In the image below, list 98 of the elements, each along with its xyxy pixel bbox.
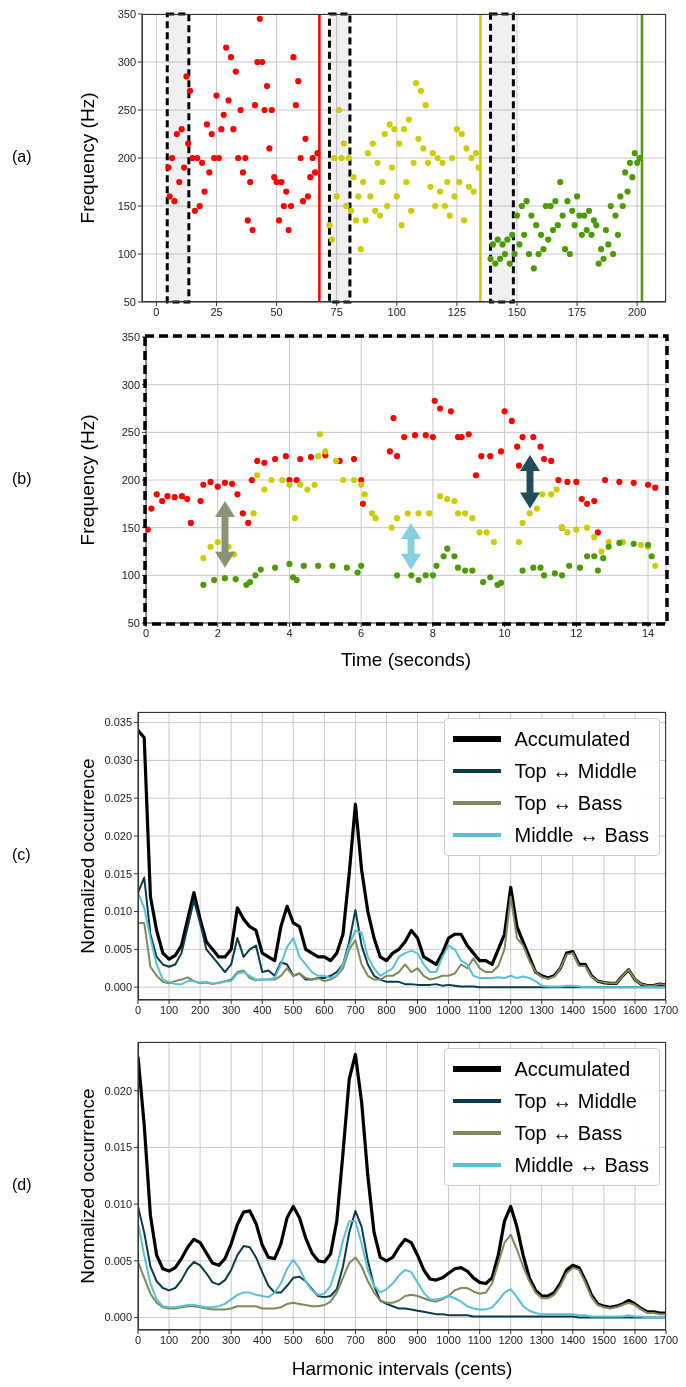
x-tick-label: 300 [222,1333,241,1346]
x-tick-label: 500 [284,1003,303,1016]
x-tick-label: 1400 [560,1333,586,1346]
text: (c) [12,846,31,864]
y-tick-label: 200 [121,473,140,486]
x-tick-label: 1200 [498,1003,523,1016]
legend-label: Accumulated [514,1057,631,1081]
y-tick-label: 0.010 [104,905,132,918]
x-tick-label: 12 [570,626,583,639]
x-tick-label: 1100 [467,1333,492,1346]
y-tick-label: 0.030 [104,754,132,767]
y-tick-label: 150 [121,521,140,534]
y-axis-title: Normalized occurrence [76,1087,99,1286]
x-tick-label: 4 [286,626,293,639]
x-tick-label: 200 [627,305,647,318]
y-tick-label: 0.015 [104,867,132,880]
x-tick-label: 1000 [436,1003,461,1016]
x-tick-label: 200 [190,1333,210,1346]
legend-label: Middle ↔ Bass [514,1153,649,1177]
x-tick-label: 150 [507,305,527,318]
x-tick-label: 700 [346,1003,365,1016]
y-tick-label: 0.000 [104,1311,132,1324]
legend-label: Accumulated [514,727,631,751]
y-tick-label: 300 [117,55,136,68]
x-tick-label: 0 [153,305,160,318]
x-tick-label: 1100 [467,1003,492,1016]
x-tick-label: 800 [377,1003,396,1016]
legend-label: Top ↔ Bass [514,1121,623,1145]
x-tick-label: 14 [641,626,655,639]
y-tick-label: 0.020 [104,1084,132,1097]
x-tick-label: 1700 [653,1003,679,1016]
x-tick-label: 0 [134,1333,142,1346]
x-tick-label: 1300 [529,1333,555,1346]
x-tick-label: 800 [377,1333,396,1346]
y-tick-label: 350 [117,7,136,20]
x-tick-label: 900 [408,1333,427,1346]
y-tick-label: 0.010 [104,1198,132,1211]
text: (a) [12,148,32,166]
x-tick-label: 75 [330,305,343,318]
x-tick-label: 1400 [560,1003,586,1016]
x-tick-label: 8 [429,626,436,639]
y-tick-label: 50 [127,616,140,629]
x-tick-label: 1000 [436,1333,461,1346]
y-tick-label: 150 [117,199,136,212]
x-tick-label: 1700 [653,1333,679,1346]
x-tick-label: 2 [214,626,221,639]
x-tick-label: 400 [253,1333,272,1346]
x-tick-label: 6 [358,626,365,639]
y-tick-label: 350 [121,330,140,343]
x-tick-label: 1500 [591,1003,617,1016]
x-tick-label: 0 [134,1003,142,1016]
y-tick-label: 0.005 [104,1254,132,1267]
y-tick-label: 0.035 [104,716,132,729]
y-tick-label: 0.025 [104,792,132,805]
y-axis-title: Frequency (Hz) [76,91,99,226]
y-axis-title: Normalized occurrence [76,757,99,956]
x-tick-label: 10 [498,626,511,639]
text: (b) [12,470,32,488]
y-tick-label: 0.000 [104,981,132,994]
x-tick-label: 700 [346,1333,365,1346]
legend-label: Top ↔ Middle [514,759,637,783]
text: (d) [12,1176,32,1194]
y-tick-label: 250 [121,426,140,439]
x-tick-label: 25 [210,305,223,318]
x-tick-label: 1500 [591,1333,617,1346]
x-tick-label: 125 [447,305,467,318]
y-tick-label: 0.015 [104,1141,132,1154]
y-tick-label: 50 [123,295,136,308]
legend-label: Top ↔ Middle [514,1089,637,1113]
y-tick-label: 250 [117,103,136,116]
y-tick-label: 0.005 [104,943,132,956]
x-tick-label: 200 [190,1003,210,1016]
y-tick-label: 0.020 [104,829,132,842]
y-tick-label: 300 [121,378,140,391]
x-tick-label: 600 [315,1333,334,1346]
x-axis-title: Harmonic intervals (cents) [290,1358,514,1380]
x-tick-label: 1300 [529,1003,555,1016]
y-tick-label: 200 [117,151,136,164]
x-axis-title: Time (seconds) [339,649,473,671]
x-tick-label: 1600 [622,1333,648,1346]
y-axis-title: Frequency (Hz) [76,413,99,548]
y-tick-label: 100 [117,247,136,260]
x-tick-label: 100 [159,1333,179,1346]
x-tick-label: 900 [408,1003,427,1016]
x-tick-label: 0 [142,626,150,639]
x-tick-label: 100 [387,305,406,318]
x-tick-label: 1600 [622,1003,648,1016]
x-tick-label: 500 [284,1333,303,1346]
legend-label: Top ↔ Bass [514,791,623,815]
x-tick-label: 100 [159,1003,179,1016]
x-tick-label: 1200 [498,1333,523,1346]
x-tick-label: 400 [253,1003,272,1016]
x-tick-label: 300 [222,1003,241,1016]
y-tick-label: 100 [121,569,140,582]
legend-label: Middle ↔ Bass [514,823,649,847]
x-tick-label: 600 [315,1003,334,1016]
x-tick-label: 175 [567,305,587,318]
x-tick-label: 50 [270,305,283,318]
